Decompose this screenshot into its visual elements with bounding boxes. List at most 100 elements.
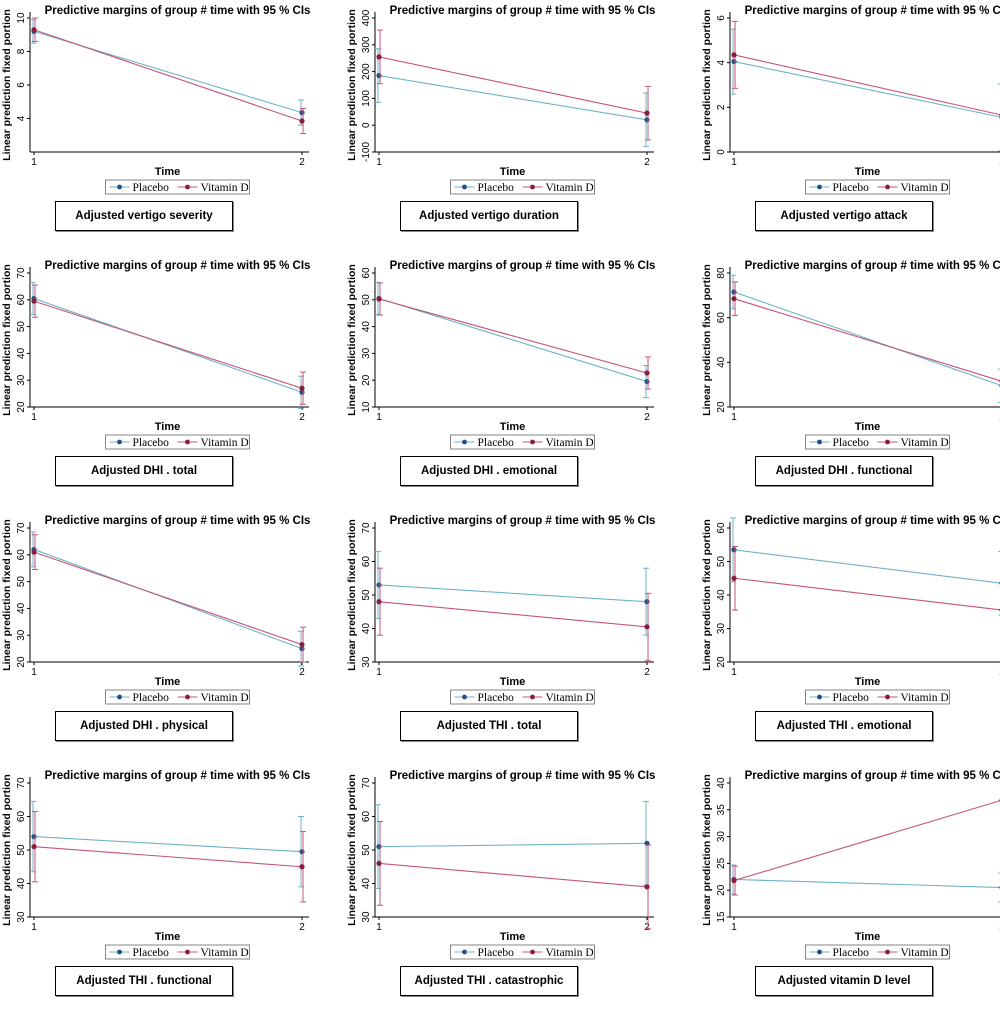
x-tick-label: 1 xyxy=(31,922,37,933)
x-tick-label: 2 xyxy=(644,412,650,423)
chart-title: Predictive margins of group # time with … xyxy=(45,515,311,527)
series-placebo xyxy=(730,28,1000,152)
data-point xyxy=(376,582,382,588)
y-tick-label: 2 xyxy=(716,104,727,110)
y-tick-label: 40 xyxy=(716,356,727,368)
series-vitamin-d xyxy=(31,17,306,135)
y-tick-label: 30 xyxy=(16,374,27,386)
y-tick-label: 40 xyxy=(716,589,727,601)
legend-swatch-marker xyxy=(117,439,122,445)
y-tick-label: 6 xyxy=(16,82,27,88)
x-tick-label: 2 xyxy=(299,157,305,168)
chart-title: Predictive margins of group # time with … xyxy=(45,770,311,782)
chart-caption: Adjusted DHI . functional xyxy=(755,456,933,486)
series-placebo xyxy=(375,281,650,399)
series-line xyxy=(378,56,648,114)
chart-panel: Predictive margins of group # time with … xyxy=(345,510,678,765)
legend-swatch-marker xyxy=(117,184,122,190)
series-line xyxy=(733,878,1000,889)
chart-panel: Predictive margins of group # time with … xyxy=(0,0,333,255)
data-point xyxy=(376,73,382,79)
chart-title: Predictive margins of group # time with … xyxy=(45,5,311,17)
chart-svg: Predictive margins of group # time with … xyxy=(1,515,311,705)
data-point xyxy=(731,877,737,884)
data-point xyxy=(731,58,737,65)
legend-swatch-marker xyxy=(817,949,822,955)
legend-label: Vitamin D xyxy=(201,182,249,194)
y-tick-label: 40 xyxy=(361,321,372,333)
y-tick-label: 35 xyxy=(716,804,727,816)
chart-title: Predictive margins of group # time with … xyxy=(745,260,1000,272)
data-point xyxy=(731,547,737,553)
series-placebo xyxy=(730,864,1000,903)
legend-label: Placebo xyxy=(478,437,515,449)
y-axis-label: Linear prediction fixed portion xyxy=(1,519,13,671)
y-tick-label: 30 xyxy=(16,911,27,923)
legend-swatch-marker xyxy=(462,439,467,445)
x-tick-label: 1 xyxy=(376,922,382,933)
y-tick-label: 60 xyxy=(16,811,27,823)
data-point xyxy=(644,599,650,605)
data-point xyxy=(644,378,650,385)
legend-swatch-marker xyxy=(817,694,822,700)
x-axis-label: Time xyxy=(855,421,880,433)
y-tick-label: 40 xyxy=(361,878,372,890)
series-line xyxy=(33,551,303,646)
legend-label: Vitamin D xyxy=(901,947,949,959)
data-point xyxy=(644,117,650,123)
legend-label: Vitamin D xyxy=(901,692,949,704)
x-tick-label: 1 xyxy=(731,922,737,933)
legend-label: Placebo xyxy=(133,182,170,194)
y-tick-label: 20 xyxy=(716,884,727,896)
data-point xyxy=(376,844,382,850)
series-vitamin-d xyxy=(731,545,1000,612)
legend-label: Vitamin D xyxy=(546,947,594,959)
series-placebo xyxy=(730,517,1000,616)
y-tick-label: 70 xyxy=(16,267,27,279)
legend-label: Vitamin D xyxy=(546,692,594,704)
chart-panel: Predictive margins of group # time with … xyxy=(700,510,1000,765)
series-line xyxy=(378,298,648,374)
chart-svg: Predictive margins of group # time with … xyxy=(1,5,311,195)
legend-swatch-marker xyxy=(185,439,190,445)
chart-caption: Adjusted THI . total xyxy=(400,711,578,741)
chart-svg: Predictive margins of group # time with … xyxy=(1,770,311,960)
chart-caption: Adjusted vertigo severity xyxy=(55,201,233,231)
legend-swatch-marker xyxy=(462,949,467,955)
y-tick-label: 60 xyxy=(361,267,372,279)
y-tick-label: 50 xyxy=(361,589,372,601)
series-line xyxy=(733,800,1000,882)
y-axis-label: Linear prediction fixed portion xyxy=(346,264,358,416)
series-line xyxy=(378,297,648,383)
series-vitamin-d xyxy=(731,798,1000,896)
y-tick-label: -100 xyxy=(361,142,372,162)
y-tick-label: 20 xyxy=(716,656,727,668)
data-point xyxy=(31,27,37,33)
legend-label: Placebo xyxy=(833,182,870,194)
chart-caption: Adjusted THI . catastrophic xyxy=(400,966,578,996)
legend-label: Vitamin D xyxy=(201,947,249,959)
legend-swatch-marker xyxy=(185,184,190,190)
legend-swatch-marker xyxy=(885,694,890,700)
chart-title: Predictive margins of group # time with … xyxy=(745,770,1000,782)
legend: Placebo Vitamin D xyxy=(105,179,250,195)
x-axis-label: Time xyxy=(500,676,525,688)
y-tick-label: 0 xyxy=(361,122,372,128)
legend-swatch-marker xyxy=(530,439,535,445)
chart-svg: Predictive margins of group # time with … xyxy=(346,260,655,450)
x-tick-label: 1 xyxy=(376,412,382,423)
y-tick-label: 80 xyxy=(716,267,727,279)
series-line xyxy=(33,836,303,853)
legend-label: Vitamin D xyxy=(901,437,949,449)
chart-svg: Predictive margins of group # time with … xyxy=(346,5,655,195)
data-point xyxy=(376,599,382,605)
y-tick-label: 300 xyxy=(361,36,372,53)
y-axis-label: Linear prediction fixed portion xyxy=(701,9,713,161)
legend-swatch-marker xyxy=(117,694,122,700)
x-axis-label: Time xyxy=(855,166,880,178)
chart-panel: Predictive margins of group # time with … xyxy=(700,0,1000,255)
series-placebo xyxy=(375,550,650,636)
series-line xyxy=(378,584,648,603)
chart-caption: Adjusted vertigo duration xyxy=(400,201,578,231)
legend-label: Placebo xyxy=(133,692,170,704)
